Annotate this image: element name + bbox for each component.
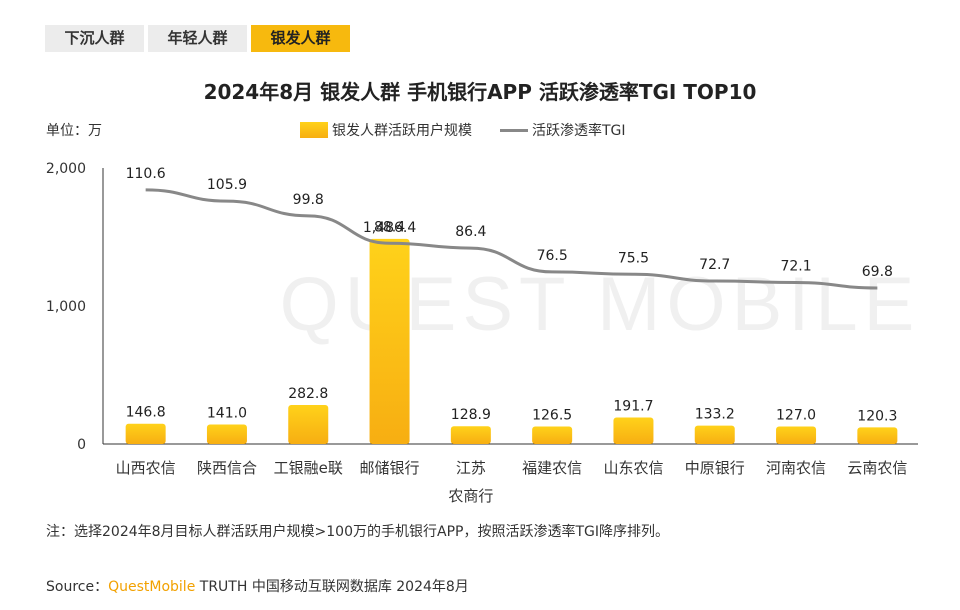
x-tick-label: 云南农信 [847, 459, 907, 477]
tgi-value-label: 76.5 [537, 248, 568, 264]
bar-value-label: 191.7 [613, 399, 653, 415]
tgi-value-label: 72.7 [699, 257, 730, 273]
bar-value-label: 126.5 [532, 408, 572, 424]
bar-value-label: 146.8 [126, 405, 166, 421]
source-prefix: Source： [46, 579, 109, 595]
bar [450, 426, 491, 444]
tgi-value-label: 110.6 [126, 166, 166, 182]
bar [532, 426, 573, 444]
legend: 银发人群活跃用户规模 活跃渗透率TGI [300, 120, 626, 140]
tgi-value-label: 105.9 [207, 177, 247, 193]
tgi-value-label: 75.5 [618, 250, 649, 266]
x-tick-label: 山西农信 [116, 459, 176, 477]
legend-line-swatch [500, 128, 528, 132]
tgi-line [145, 188, 878, 290]
x-tick-label: 邮储银行 [360, 459, 420, 477]
bar [613, 417, 654, 444]
x-tick-label: 福建农信 [522, 459, 582, 477]
bar [206, 424, 247, 444]
legend-line-label: 活跃渗透率TGI [532, 123, 626, 139]
x-tick-label: 江苏 [456, 459, 486, 477]
x-tick-label: 农商行 [448, 487, 493, 505]
legend-bar-label: 银发人群活跃用户规模 [332, 123, 472, 139]
tab-young-crowd[interactable]: 年轻人群 [148, 25, 247, 52]
source-brand: QuestMobile [108, 579, 196, 595]
bar [776, 426, 817, 444]
bar [694, 425, 735, 444]
bar-value-label: 282.8 [288, 386, 328, 402]
bar-value-label: 128.9 [451, 407, 491, 423]
x-tick-label: 山东农信 [603, 459, 663, 477]
chart-title: 2024年8月 银发人群 手机银行APP 活跃渗透率TGI TOP10 [203, 80, 757, 104]
source-suffix: TRUTH 中国移动互联网数据库 2024年8月 [195, 579, 469, 595]
bar-value-label: 133.2 [695, 407, 735, 423]
bar [125, 423, 166, 444]
source-line: Source：QuestMobile TRUTH 中国移动互联网数据库 2024… [46, 576, 469, 596]
tgi-value-label: 88.4 [374, 219, 405, 235]
tab-silver-crowd[interactable]: 银发人群 [251, 25, 350, 52]
bar-value-label: 141.0 [207, 406, 247, 422]
tgi-value-label: 86.4 [455, 224, 486, 240]
y-tick-label: 1,000 [46, 299, 86, 315]
unit-label: 单位：万 [46, 123, 102, 139]
bar-value-label: 1,486.4 [363, 220, 417, 236]
bar-value-label: 120.3 [857, 408, 897, 424]
tgi-value-label: 99.8 [293, 192, 324, 208]
y-tick-label: 2,000 [46, 161, 86, 177]
tgi-value-label: 69.8 [862, 264, 893, 280]
x-tick-label: 陕西信合 [197, 459, 257, 477]
y-tick-label: 0 [77, 437, 86, 453]
x-tick-label: 工银融e联 [274, 459, 343, 477]
x-tick-label: 中原银行 [685, 459, 745, 477]
tgi-value-label: 72.1 [780, 258, 811, 274]
bar [857, 427, 898, 444]
footnote: 注：选择2024年8月目标人群活跃用户规模>100万的手机银行APP，按照活跃渗… [46, 524, 669, 540]
x-tick-label: 河南农信 [766, 459, 826, 477]
bar [369, 238, 410, 444]
audience-tabs: 下沉人群 年轻人群 银发人群 [45, 25, 350, 52]
bar-value-label: 127.0 [776, 407, 816, 423]
bar [288, 404, 329, 444]
legend-bar-swatch [300, 122, 328, 138]
tab-sinking-crowd[interactable]: 下沉人群 [45, 25, 144, 52]
